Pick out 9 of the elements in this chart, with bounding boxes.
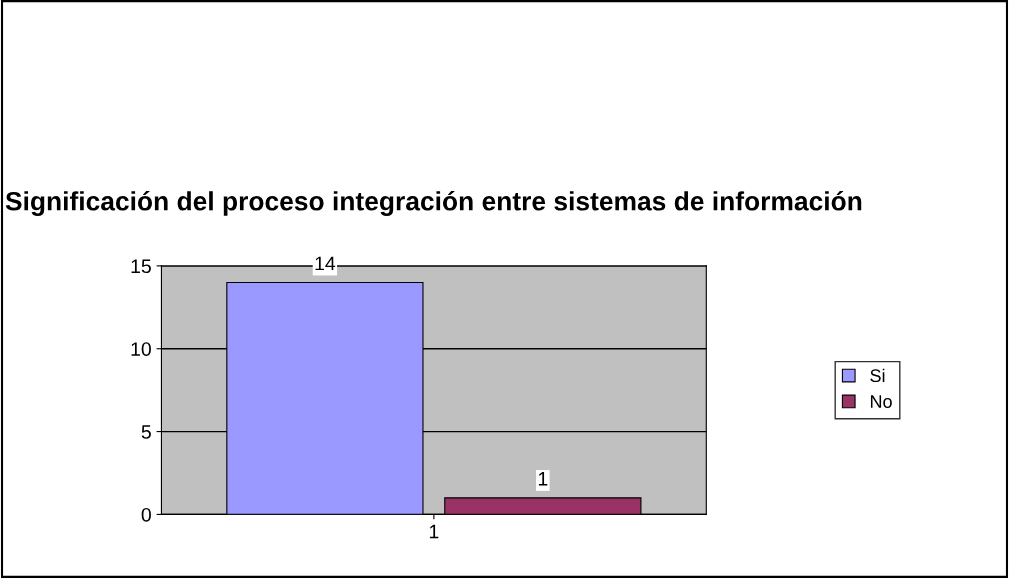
data-label: 1 — [538, 472, 548, 486]
y-tick-label: 15 — [131, 259, 151, 274]
legend-label: Si — [870, 368, 885, 383]
y-tick-label: 5 — [141, 425, 151, 439]
y-tick-label: 0 — [141, 507, 151, 522]
chart-title: Significación del proceso integración entre sistemas de información — [5, 190, 862, 216]
data-label: 14 — [315, 256, 336, 271]
y-tick-label: 10 — [131, 342, 151, 356]
legend-label: No — [870, 395, 892, 408]
